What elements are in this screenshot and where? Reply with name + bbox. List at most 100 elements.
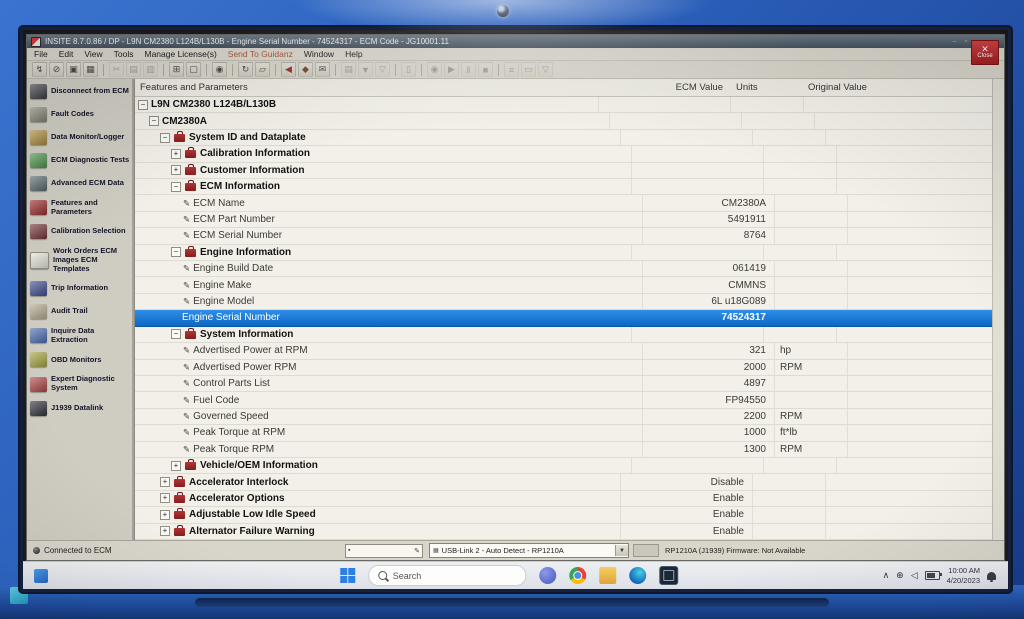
package-icon[interactable]: ◆ — [298, 62, 313, 77]
notes-icon[interactable]: ▭ — [521, 62, 536, 77]
taskbar-search-input[interactable]: Search — [367, 565, 526, 586]
dropdown-arrow-icon[interactable]: ▼ — [615, 545, 628, 556]
tree-row-advertised-power-at-rpm[interactable]: ✎ Advertised Power at RPM 321 hp — [135, 343, 992, 360]
volume-icon[interactable]: ◁ — [910, 570, 918, 580]
menu-send-to-guidanz[interactable]: Send To Guidanz — [227, 49, 293, 59]
menu-file[interactable]: File — [34, 49, 48, 59]
tree-row-engine-model[interactable]: ✎ Engine Model 6L u18G089 — [135, 293, 992, 311]
tree-row-ecm-information[interactable]: − ECM Information — [135, 179, 992, 196]
tree-row-ecm-part-number[interactable]: ✎ ECM Part Number 5491911 — [135, 211, 992, 229]
sidebar-item-expert-diagnostic-system[interactable]: Expert Diagnostic System — [30, 374, 130, 392]
refresh-icon[interactable]: ↻ — [238, 62, 253, 77]
tree-row-customer-information[interactable]: + Customer Information — [135, 162, 992, 180]
collapse-icon[interactable]: − — [138, 99, 148, 110]
taskbar-app-edge[interactable] — [628, 567, 646, 584]
sidebar-item-obd-monitors[interactable]: OBD Monitors — [30, 352, 130, 368]
column-header-units[interactable]: Units — [736, 82, 758, 93]
menu-edit[interactable]: Edit — [58, 49, 74, 59]
tree-row-engine-build-date[interactable]: ✎ Engine Build Date 061419 — [135, 261, 992, 278]
taskbar-app-insite[interactable] — [658, 566, 678, 585]
back-icon[interactable]: ◀ — [281, 62, 296, 77]
ecm-image-icon[interactable]: ▣ — [66, 62, 81, 77]
expand-icon[interactable]: + — [160, 526, 170, 537]
collapse-icon[interactable]: − — [160, 132, 170, 143]
taskbar-app-file-explorer[interactable] — [598, 567, 616, 584]
sidebar-item-ecm-diagnostic-tests[interactable]: ECM Diagnostic Tests — [30, 153, 130, 168]
paste-icon[interactable]: ▥ — [143, 62, 158, 77]
tree-row-ecm-name[interactable]: ✎ ECM Name CM2380A — [135, 195, 992, 212]
tree-row-engine-serial-number[interactable]: Engine Serial Number 74524317 — [135, 310, 992, 327]
expand-icon[interactable]: + — [171, 165, 181, 176]
tree-row-alternator-failure-warning[interactable]: + Alternator Failure Warning Enable — [135, 523, 992, 540]
tree-row-calibration-information[interactable]: + Calibration Information — [135, 146, 992, 163]
sidebar-item-fault-codes[interactable]: Fault Codes — [30, 107, 130, 122]
print-icon[interactable]: ⊞ — [169, 62, 184, 77]
expand-icon[interactable]: + — [171, 148, 181, 159]
tree-row-governed-speed[interactable]: ✎ Governed Speed 2200 RPM — [135, 408, 992, 426]
sidebar-item-audit-trail[interactable]: Audit Trail — [30, 304, 130, 320]
clipboard-icon[interactable]: ▯ — [401, 62, 416, 77]
tree-row-vehicle-oem-information[interactable]: + Vehicle/OEM Information — [135, 457, 992, 475]
tree-row-ecm-serial-number[interactable]: ✎ ECM Serial Number 8764 — [135, 228, 992, 245]
menu-manage-license-s[interactable]: Manage License(s) — [144, 49, 217, 59]
link-icon[interactable]: ▱ — [255, 62, 270, 77]
network-icon[interactable]: ⊕ — [896, 570, 904, 580]
tree-row-accelerator-interlock[interactable]: + Accelerator Interlock Disable — [135, 474, 992, 491]
copy-icon[interactable]: ▤ — [126, 62, 141, 77]
connect-icon[interactable]: ↯ — [32, 62, 47, 77]
tree-row-engine-information[interactable]: − Engine Information — [135, 244, 992, 262]
sidebar-item-j1939-datalink[interactable]: J1939 Datalink — [30, 400, 130, 416]
mail-icon[interactable]: ✉ — [315, 62, 330, 77]
sidebar-item-features-and-parameters[interactable]: Features and Parameters — [30, 198, 130, 216]
sidebar-item-calibration-selection[interactable]: Calibration Selection — [30, 224, 130, 240]
import-icon[interactable]: ▼ — [358, 62, 373, 77]
record-icon[interactable]: ◉ — [427, 62, 442, 77]
adapter-dropdown[interactable]: ▦ USB-Link 2 - Auto Detect - RP1210A ▼ — [429, 543, 629, 558]
window-controls[interactable]: ‒ ▫ — [952, 38, 970, 45]
expand-icon[interactable]: + — [171, 460, 181, 471]
print-preview-icon[interactable]: ▢ — [186, 62, 201, 77]
disconnect-icon[interactable]: ⊘ — [49, 62, 64, 77]
tree-row-advertised-power-rpm[interactable]: ✎ Advertised Power RPM 2000 RPM — [135, 359, 992, 376]
column-header-original-value[interactable]: Original Value — [808, 82, 867, 93]
expand-icon[interactable]: + — [160, 477, 170, 488]
filter-icon[interactable]: ▽ — [375, 62, 390, 77]
start-button[interactable] — [339, 568, 355, 583]
sidebar-item-data-monitor-logger[interactable]: Data Monitor/Logger — [30, 130, 130, 145]
tree-row-system-id-and-dataplate[interactable]: − System ID and Dataplate — [135, 129, 992, 147]
collapse-icon[interactable]: − — [171, 181, 181, 192]
collapse-icon[interactable]: − — [171, 247, 181, 258]
cut-icon[interactable]: ✂ — [109, 62, 124, 77]
play-icon[interactable]: ▶ — [444, 62, 459, 77]
tree-row-peak-torque-at-rpm[interactable]: ✎ Peak Torque at RPM 1000 ft*lb — [135, 425, 992, 442]
clock[interactable]: 10:00 AM 4/20/2023 — [947, 566, 980, 585]
tree-row-peak-torque-rpm[interactable]: ✎ Peak Torque RPM 1300 RPM — [135, 441, 992, 458]
collapse-icon[interactable]: − — [149, 116, 159, 127]
tree-row-fuel-code[interactable]: ✎ Fuel Code FP94550 — [135, 392, 992, 409]
taskbar-app-chrome[interactable] — [568, 567, 586, 584]
sidebar-item-disconnect-from-ecm[interactable]: Disconnect from ECM — [30, 84, 130, 99]
sidebar-item-inquire-data-extraction[interactable]: Inquire Data Extraction — [30, 326, 130, 344]
pause-icon[interactable]: ‖ — [461, 62, 476, 77]
search-icon[interactable]: ◉ — [212, 62, 227, 77]
collapse-icon[interactable]: − — [171, 329, 181, 340]
workspace-icon[interactable]: ▦ — [83, 62, 98, 77]
tree-row-control-parts-list[interactable]: ✎ Control Parts List 4897 — [135, 375, 992, 393]
notification-bell-icon[interactable] — [987, 571, 996, 582]
close-button[interactable]: ✕ Close — [971, 40, 999, 65]
context-help-icon[interactable]: ▽ — [538, 62, 553, 77]
tree-row-l9n-cm2380-l124b-l130b[interactable]: − L9N CM2380 L124B/L130B — [135, 97, 992, 114]
sidebar-item-advanced-ecm-data[interactable]: Advanced ECM Data — [30, 176, 130, 191]
column-header-features[interactable]: Features and Parameters — [140, 82, 248, 93]
tree-row-adjustable-low-idle-speed[interactable]: + Adjustable Low Idle Speed Enable — [135, 507, 992, 524]
stop-icon[interactable]: ■ — [478, 62, 493, 77]
menu-view[interactable]: View — [84, 49, 103, 59]
taskbar-widget-icon[interactable] — [34, 568, 48, 583]
tree-row-cm2380a[interactable]: − CM2380A — [135, 113, 992, 130]
vertical-scrollbar[interactable] — [992, 79, 1004, 540]
tray-chevron-icon[interactable]: ∧ — [882, 570, 890, 580]
column-header-ecm-value[interactable]: ECM Value — [675, 82, 723, 93]
tree-row-engine-make[interactable]: ✎ Engine Make CMMNS — [135, 277, 992, 294]
menu-window[interactable]: Window — [303, 49, 335, 59]
menu-help[interactable]: Help — [345, 49, 363, 59]
